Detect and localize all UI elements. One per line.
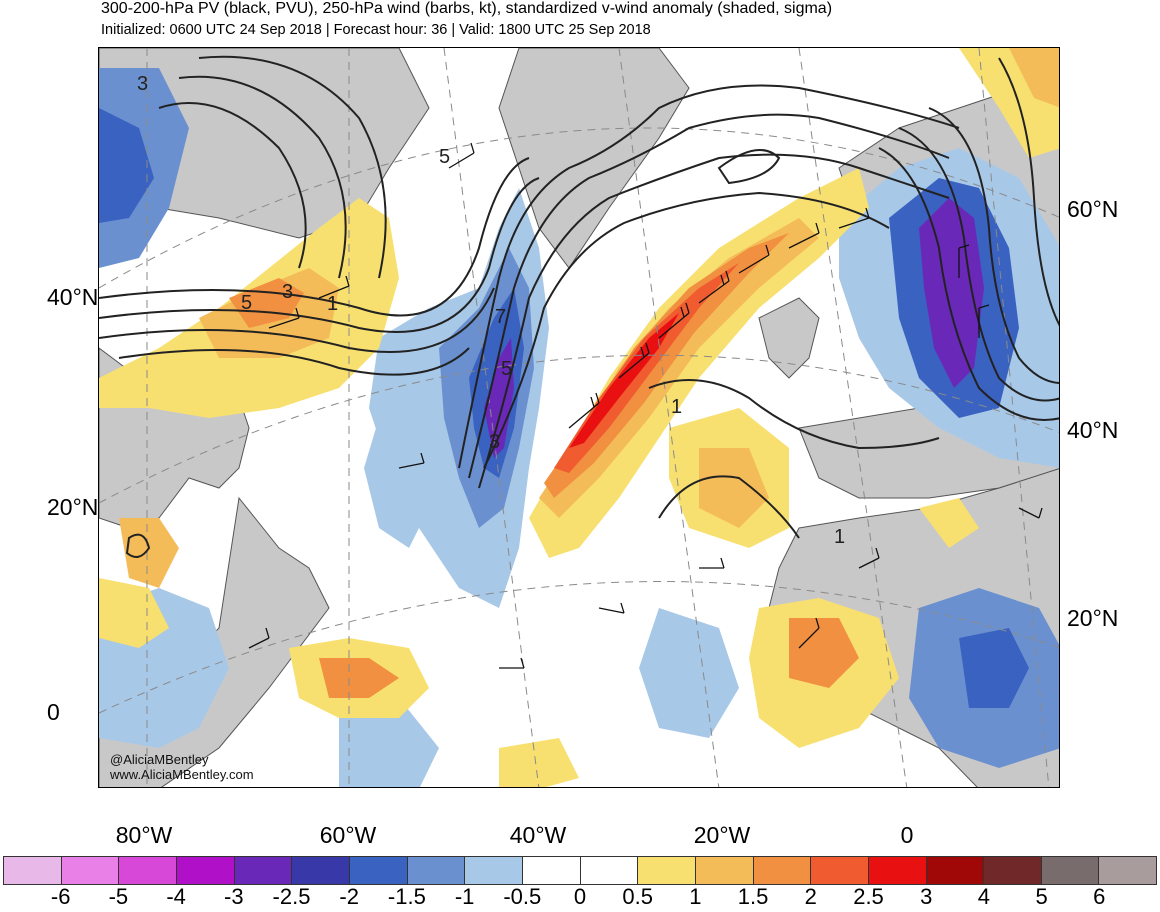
chart-title: 300-200-hPa PV (black, PVU), 250-hPa win…: [101, 0, 833, 17]
colorbar-swatch: [61, 857, 120, 884]
pv-label: 3: [137, 73, 148, 95]
pv-label: 5: [241, 292, 252, 314]
map-canvas: 3 5 3 1 7 5 3 1 1 5: [99, 48, 1059, 787]
colorbar-tick-label: -4: [166, 884, 186, 909]
colorbar-swatch: [407, 857, 466, 884]
lon-label-80w: 80°W: [115, 822, 173, 848]
colorbar-swatch: [868, 857, 927, 884]
colorbar-tick-label: -6: [50, 884, 71, 909]
lon-label-0: 0: [900, 822, 914, 848]
colorbar-tick-label: -2: [339, 884, 359, 909]
lon-label-40w: 40°W: [509, 822, 567, 848]
colorbar-swatch: [292, 857, 350, 884]
pv-contours: [99, 55, 1059, 558]
lat-label-left-20n: 20°N: [47, 494, 99, 520]
colorbar-tick-label: 4: [977, 884, 991, 909]
negative-anomaly-shading: [99, 68, 1059, 787]
colorbar-tick-label: -3: [224, 884, 244, 909]
pv-label: 5: [439, 146, 450, 168]
weather-map: 3 5 3 1 7 5 3 1 1 5: [98, 47, 1060, 788]
colorbar-swatch: [695, 857, 754, 884]
colorbar-swatch: [349, 857, 408, 884]
colorbar-swatch: [176, 857, 235, 884]
lon-label-20w: 20°W: [693, 822, 751, 848]
pv-label: 1: [834, 526, 845, 548]
colorbar-swatch: [522, 857, 581, 884]
colorbar-tick-label: 0: [573, 884, 587, 909]
colorbar-swatch: [234, 857, 293, 884]
colorbar-tick-label: 6: [1093, 884, 1106, 909]
colorbar-swatch: [1099, 857, 1157, 884]
colorbar-tick-label: 5: [1035, 884, 1048, 909]
colorbar-tick-label: 2.5: [853, 884, 884, 909]
pv-label: 7: [495, 306, 506, 328]
colorbar-swatch: [4, 857, 62, 884]
colorbar-tick-label: 1: [689, 884, 702, 909]
colorbar-tick-label: 2: [804, 884, 817, 909]
wind-barbs: [248, 142, 1043, 669]
lon-label-60w: 60°W: [319, 822, 377, 848]
colorbar: [3, 856, 1157, 885]
lat-label-right-40n: 40°N: [1067, 417, 1119, 443]
colorbar-tick-label: -2.5: [272, 884, 311, 909]
colorbar-swatch: [926, 857, 985, 884]
colorbar-swatch: [1041, 857, 1100, 884]
lat-label-left-40n: 40°N: [47, 284, 99, 310]
colorbar-swatch: [580, 857, 639, 884]
colorbar-tick-label: -5: [108, 884, 129, 909]
colorbar-swatch: [984, 857, 1042, 884]
credit-handle: @AliciaMBentley: [110, 752, 209, 767]
pv-label: 3: [489, 431, 500, 453]
colorbar-swatch: [753, 857, 812, 884]
positive-anomaly-shading: [99, 48, 1059, 787]
lat-label-right-60n: 60°N: [1067, 196, 1119, 222]
credit-website: www.AliciaMBentley.com: [110, 767, 254, 782]
pv-label: 5: [501, 358, 512, 380]
pv-contour-labels: 3 5 3 1 7 5 3 1 1 5: [137, 73, 845, 548]
colorbar-tick-label: 0.5: [622, 884, 653, 909]
colorbar-tick-label: -0.5: [503, 884, 542, 909]
colorbar-tick-label: 1.5: [737, 884, 769, 909]
pv-label: 3: [282, 281, 293, 303]
chart-subtitle: Initialized: 0600 UTC 24 Sep 2018 | Fore…: [101, 22, 651, 38]
colorbar-tick-label: 3: [920, 884, 933, 909]
lat-label-left-0: 0: [47, 699, 60, 725]
colorbar-swatch: [638, 857, 696, 884]
pv-label: 1: [671, 396, 682, 418]
pv-label: 1: [327, 293, 338, 315]
colorbar-tick-label: -1.5: [387, 884, 426, 909]
colorbar-swatch: [811, 857, 869, 884]
colorbar-swatch: [119, 857, 177, 884]
lat-label-right-20n: 20°N: [1067, 605, 1119, 631]
colorbar-tick-label: -1: [454, 884, 475, 909]
colorbar-swatch: [465, 857, 523, 884]
